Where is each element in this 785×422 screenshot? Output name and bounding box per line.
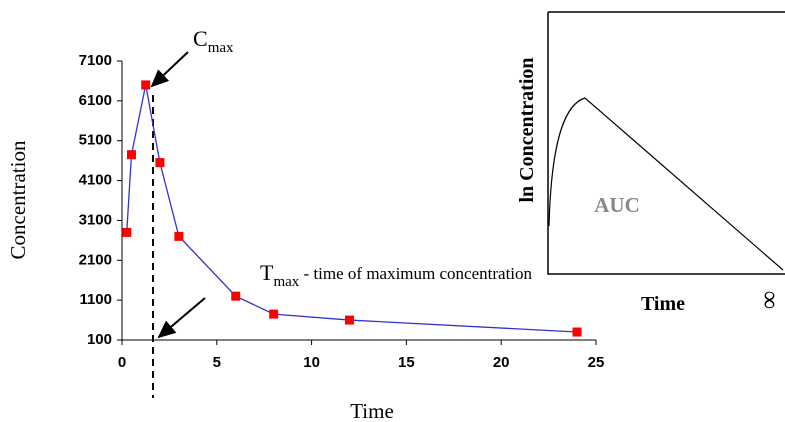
y-tick-label: 3100 [79, 211, 112, 228]
marker [269, 309, 279, 319]
marker [231, 291, 241, 301]
x-tick-label: 10 [303, 354, 320, 371]
x-label: Time [350, 399, 394, 422]
x-tick-label: 20 [493, 354, 510, 371]
arrow [150, 51, 189, 88]
inset-curve [548, 97, 784, 271]
main-chart: Concentration Time Cmax Tmax - time of m… [6, 26, 604, 422]
y-tick-label: 100 [87, 331, 112, 348]
marker [126, 150, 136, 160]
y-tick-label: 6100 [79, 92, 112, 109]
marker [174, 231, 184, 241]
series-line [126, 84, 578, 333]
y-tick-label: 5100 [79, 132, 112, 149]
y-tick-label: 4100 [79, 172, 112, 189]
x-tick-label: 0 [118, 354, 126, 371]
marker [155, 158, 165, 168]
x-tick-label: 15 [398, 354, 415, 371]
marker [572, 327, 582, 337]
annotation: Tmax - time of maximum concentration [260, 260, 533, 290]
marker [345, 315, 355, 325]
x-tick-label: 25 [588, 354, 605, 371]
annotation: Cmax [193, 26, 234, 56]
y-tick-label: 7100 [79, 52, 112, 69]
marker [141, 80, 151, 90]
x-tick-label: 5 [213, 354, 221, 371]
marker [122, 227, 132, 237]
inset-y-label: ln Concentration [516, 58, 538, 203]
y-label: Concentration [6, 140, 30, 259]
inset-frame [547, 11, 785, 275]
inset-x-label: Time [641, 293, 685, 315]
arrow [157, 297, 206, 339]
inset-chart: ln Concentration Time AUC ∞ [516, 11, 785, 315]
y-tick-label: 1100 [79, 291, 112, 308]
infinity-label: ∞ [754, 291, 783, 310]
y-tick-label: 2100 [79, 251, 112, 268]
auc-label: AUC [594, 193, 640, 217]
